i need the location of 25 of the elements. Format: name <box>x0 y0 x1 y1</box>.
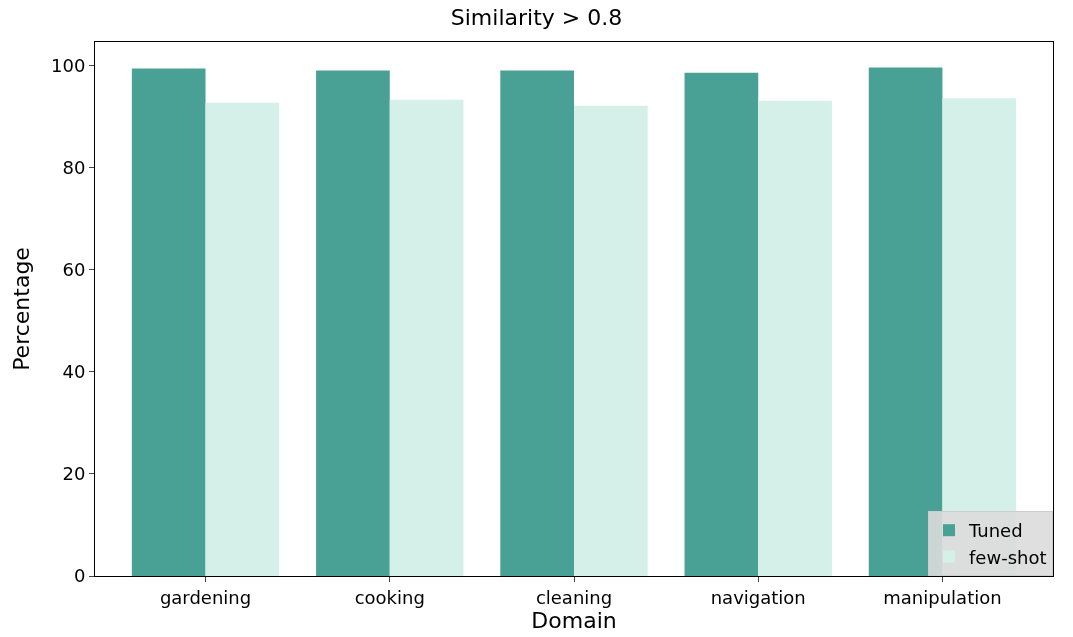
bar <box>684 72 759 576</box>
y-axis-title: Percentage <box>8 247 34 371</box>
bar <box>131 68 206 576</box>
bar <box>316 70 390 576</box>
bar <box>500 70 574 576</box>
legend-label: Tuned <box>968 520 1023 542</box>
y-tick-label: 60 <box>62 258 86 280</box>
bar <box>205 102 280 576</box>
x-tick-label: navigation <box>710 586 806 608</box>
x-tick-label: cooking <box>354 586 425 608</box>
legend-label: few-shot <box>969 546 1047 568</box>
bar <box>868 67 943 576</box>
bar <box>758 100 832 576</box>
bar <box>574 105 648 576</box>
bar <box>389 99 464 576</box>
x-tick-label: manipulation <box>883 586 1002 608</box>
y-tick-label: 20 <box>62 463 86 485</box>
y-tick-label: 80 <box>62 156 86 178</box>
y-tick-label: 40 <box>62 361 86 383</box>
x-tick-label: cleaning <box>535 586 613 608</box>
y-tick-label: 100 <box>51 54 86 76</box>
x-tick-label: gardening <box>159 586 252 608</box>
x-axis-title: Domain <box>531 607 617 633</box>
y-tick-label: 0 <box>73 565 86 587</box>
chart-title: Similarity > 0.8 <box>450 4 623 30</box>
